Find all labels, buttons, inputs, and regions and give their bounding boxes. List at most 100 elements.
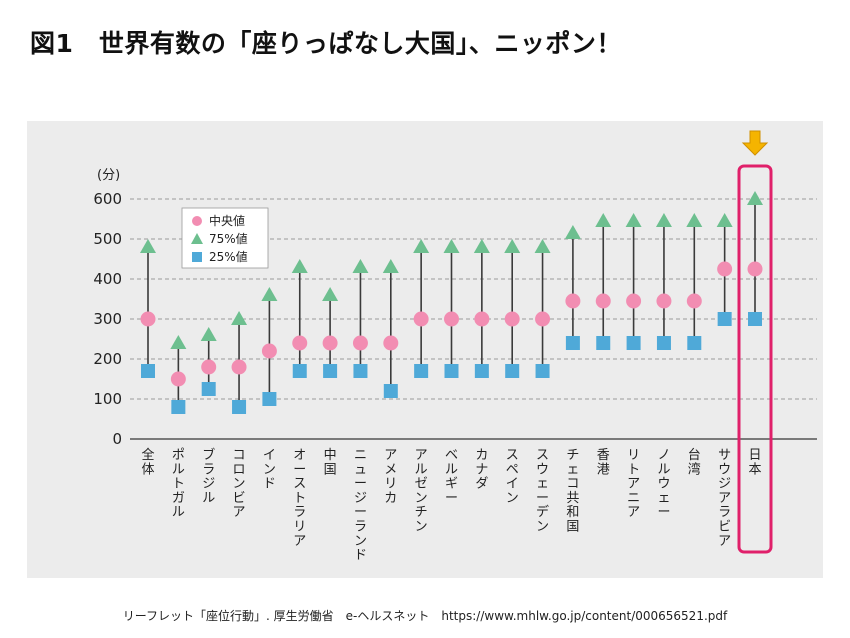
y-tick-label: 300	[93, 310, 122, 328]
p25-marker	[748, 312, 762, 326]
highlight-box	[737, 164, 773, 554]
median-marker	[322, 335, 338, 351]
y-tick-label: 400	[93, 270, 122, 288]
median-marker	[717, 261, 733, 277]
p25-marker	[687, 336, 702, 350]
median-marker	[383, 335, 399, 351]
p25-marker	[383, 384, 398, 398]
category-label: 香港	[597, 448, 610, 477]
category-label: ニュージーランド	[354, 448, 367, 563]
p25-marker	[171, 400, 186, 414]
p75-marker	[140, 239, 156, 253]
median-marker	[231, 359, 247, 375]
category-label: ブラジル	[202, 447, 215, 506]
source-citation: リーフレット「座位行動」. 厚生労働省 e-ヘルスネット https://www…	[122, 609, 728, 623]
range-stems	[147, 199, 756, 407]
p75-marker	[473, 239, 490, 253]
y-tick-label: 100	[93, 390, 122, 408]
chart-panel: (分) 0 100 200 300 400 500 600 全体 ポルトガル ブラジル コロンビア…	[27, 121, 823, 578]
y-tick-label: 200	[93, 350, 122, 368]
legend: 中央値 75%値 25%値	[181, 207, 269, 269]
data-markers	[140, 191, 763, 414]
page-title: 図1 世界有数の「座りっぱなし大国」、ニッポン！	[30, 29, 622, 58]
median-marker	[444, 311, 459, 327]
category-label: ノルウェー	[657, 448, 670, 520]
category-label: スペイン	[506, 448, 519, 506]
category-label: ポルトガル	[172, 448, 185, 520]
category-label: 中国	[324, 448, 337, 477]
median-marker	[170, 371, 186, 387]
p25-marker	[474, 364, 489, 378]
p25-marker	[596, 336, 611, 350]
p25-marker	[535, 364, 550, 378]
category-label: リトアニア	[627, 448, 640, 520]
p25-marker	[565, 336, 580, 350]
category-label: スウェーデン	[536, 448, 549, 535]
category-label: アメリカ	[384, 448, 397, 506]
p25-marker	[656, 336, 671, 350]
p75-marker	[564, 225, 581, 239]
p75-marker	[291, 259, 308, 273]
p75-marker	[352, 259, 369, 273]
down-arrow-icon	[741, 130, 769, 156]
p75-marker	[261, 287, 278, 301]
category-label: 台湾	[688, 448, 701, 477]
median-marker	[474, 311, 490, 327]
category-label: 日本	[748, 448, 761, 477]
p75-marker	[504, 239, 521, 253]
legend-label: 中央値	[209, 213, 245, 228]
p75-marker	[716, 213, 733, 227]
p75-marker	[382, 259, 399, 273]
median-marker	[595, 293, 611, 309]
p75-marker	[170, 335, 187, 349]
p75-marker	[534, 239, 551, 253]
p25-marker	[626, 336, 641, 350]
p75-marker	[231, 311, 248, 325]
y-tick-labels: 0 100 200 300 400 500 600	[93, 190, 122, 448]
median-marker	[747, 261, 763, 277]
p75-marker	[413, 239, 430, 253]
legend-label: 75%値	[209, 231, 248, 246]
p75-marker	[686, 213, 703, 227]
p25-marker	[444, 364, 459, 378]
p25-marker	[353, 364, 368, 378]
p25-marker	[262, 392, 277, 406]
p25-marker	[201, 382, 216, 396]
p25-marker	[414, 364, 429, 378]
highlight-layer	[737, 130, 773, 554]
p25-marker	[292, 364, 307, 378]
y-tick-label: 0	[112, 430, 122, 448]
legend-median-swatch	[192, 216, 202, 226]
category-label: コロンビア	[233, 448, 246, 520]
category-labels: 全体 ポルトガル ブラジル コロンビア インド オーストラリア 中国 ニュージーランド アメリカ…	[141, 447, 761, 563]
p25-marker	[323, 364, 338, 378]
median-marker	[292, 335, 308, 351]
y-tick-label: 500	[93, 230, 122, 248]
p25-marker	[505, 364, 520, 378]
y-tick-label: 600	[93, 190, 122, 208]
category-label: 全体	[141, 447, 154, 477]
median-marker	[201, 359, 217, 375]
category-label: アルゼンチン	[415, 448, 428, 535]
y-axis-unit-label: (分)	[97, 168, 120, 183]
p75-marker	[625, 213, 642, 227]
p25-marker	[141, 364, 155, 378]
median-marker	[504, 311, 520, 327]
median-marker	[352, 335, 368, 351]
median-marker	[686, 293, 702, 309]
median-marker	[535, 311, 551, 327]
category-label: カナダ	[475, 448, 488, 492]
p75-marker	[443, 239, 460, 253]
median-marker	[413, 311, 429, 327]
median-marker	[261, 343, 277, 359]
dot-range-chart: (分) 0 100 200 300 400 500 600 全体 ポルトガル ブラジル コロンビア…	[93, 130, 817, 563]
category-label: インド	[263, 448, 276, 492]
median-marker	[140, 311, 156, 327]
category-label: ベルギー	[445, 448, 458, 506]
legend-label: 25%値	[209, 249, 248, 264]
category-label: サウジアラビア	[718, 448, 731, 549]
p75-marker	[655, 213, 672, 227]
p75-marker	[595, 213, 612, 227]
p25-marker	[232, 400, 247, 414]
legend-p75-swatch	[191, 233, 203, 244]
